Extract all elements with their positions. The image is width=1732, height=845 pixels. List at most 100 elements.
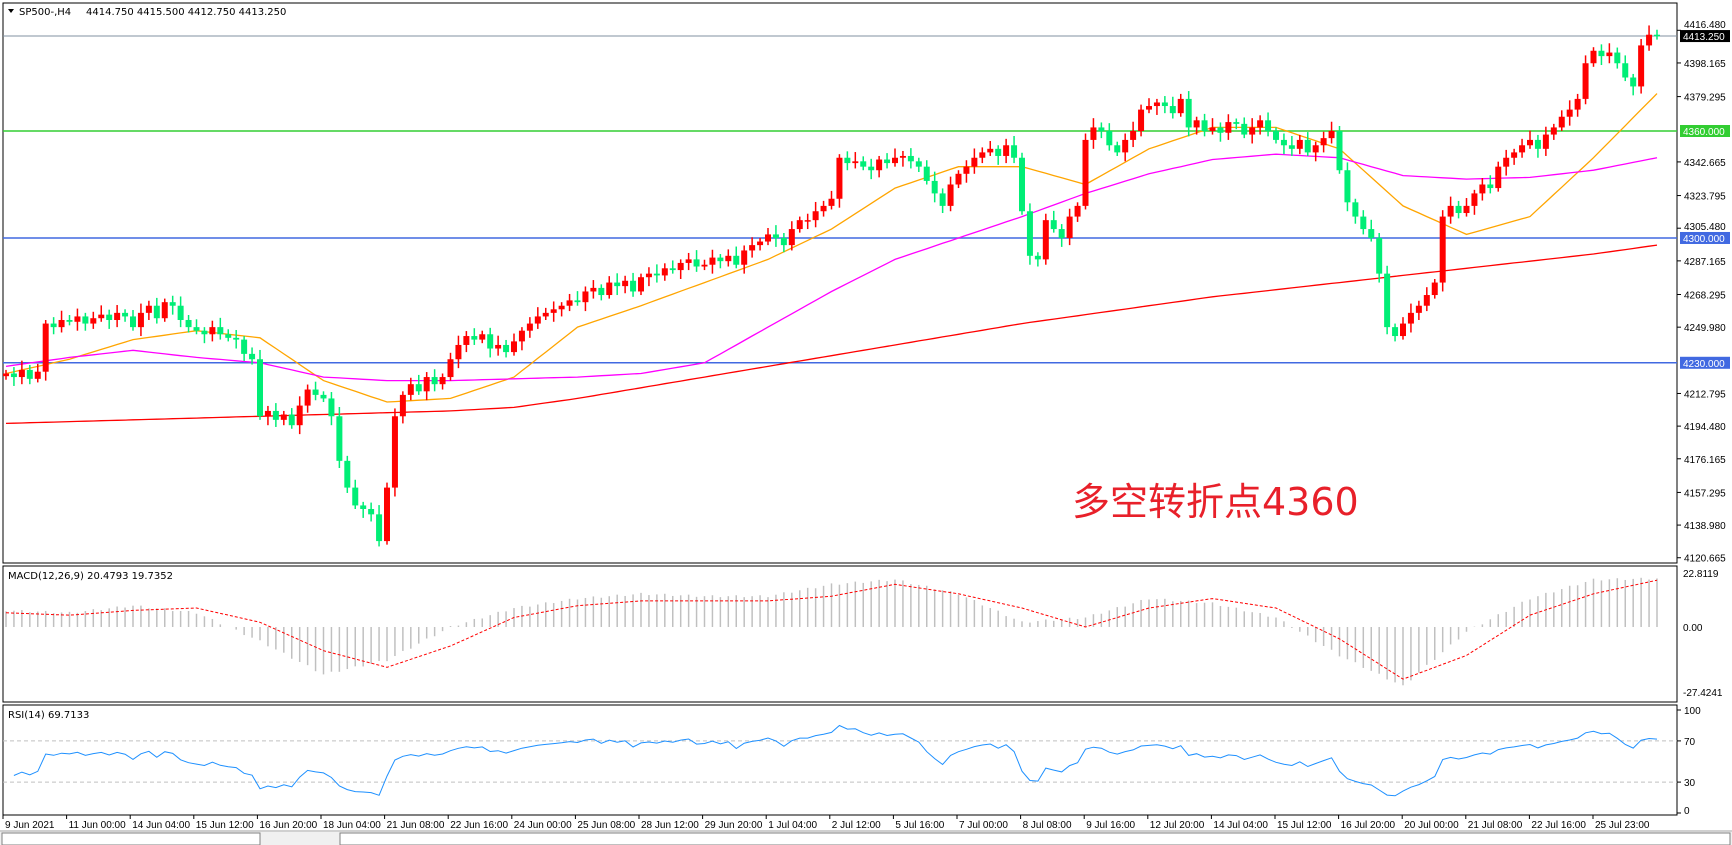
candle: [598, 284, 605, 301]
price-tick-label: 4120.665: [1684, 554, 1726, 565]
candle-body: [130, 316, 136, 328]
candle-body: [1400, 323, 1406, 337]
price-tick-label: 4249.980: [1684, 323, 1726, 334]
candle-body: [804, 220, 811, 222]
price-tick-label: 4268.295: [1684, 291, 1726, 302]
current-price-tag: [1680, 30, 1730, 43]
candle-body: [114, 312, 121, 320]
candle: [1233, 118, 1240, 130]
candle-body: [860, 161, 867, 167]
candle: [312, 381, 319, 401]
candle: [407, 377, 414, 401]
candle-body: [1638, 45, 1645, 87]
candle: [161, 298, 168, 322]
candle: [1503, 149, 1510, 176]
candle: [225, 329, 232, 342]
candle: [868, 158, 875, 180]
macd-panel[interactable]: [2, 565, 1678, 703]
candle-body: [137, 312, 144, 328]
candle-body: [796, 220, 803, 230]
candle: [1304, 132, 1311, 156]
candle-body: [1304, 139, 1311, 153]
time-tick-label: 15 Jul 12:00: [1277, 820, 1332, 831]
candle: [217, 317, 224, 340]
candle-body: [1558, 116, 1565, 128]
candle-body: [1487, 184, 1494, 189]
level-price-tag: [1680, 231, 1730, 244]
candle-body: [1344, 170, 1351, 203]
candle: [1336, 126, 1343, 174]
candle: [1011, 135, 1018, 164]
candle-body: [1209, 127, 1216, 131]
candle: [931, 171, 938, 203]
candle: [431, 369, 438, 392]
candle: [1265, 112, 1272, 137]
annotation-text[interactable]: 多空转折点4360: [1072, 480, 1359, 524]
candle: [614, 273, 621, 296]
candle-body: [1257, 120, 1264, 128]
candle: [58, 310, 65, 333]
candle: [153, 297, 160, 324]
candle: [177, 296, 184, 328]
candle-body: [828, 198, 835, 206]
candle-body: [995, 148, 1002, 156]
candle-body: [1082, 139, 1089, 206]
candle-body: [1439, 216, 1446, 283]
candle-body: [1479, 184, 1486, 194]
candle: [122, 309, 129, 322]
candle: [1598, 44, 1605, 66]
candle-body: [955, 173, 962, 185]
candle: [368, 502, 375, 522]
candle-body: [749, 245, 756, 251]
candle-body: [614, 282, 621, 287]
candle: [1471, 189, 1478, 215]
candle: [1280, 133, 1287, 155]
candle-body: [399, 394, 406, 417]
candle-body: [741, 250, 748, 265]
horizontal-scrollbar[interactable]: [339, 832, 1731, 845]
candle-body: [1225, 122, 1232, 133]
main-price-panel[interactable]: [2, 2, 1678, 564]
time-tick-label: 16 Jun 20:00: [259, 820, 317, 831]
candle: [1423, 287, 1430, 312]
candle: [1392, 323, 1399, 342]
candle: [1296, 134, 1303, 155]
candle: [685, 252, 692, 271]
time-tick-label: 24 Jun 00:00: [514, 820, 572, 831]
chart-tab[interactable]: [1, 832, 261, 845]
candle: [503, 339, 510, 358]
candle: [1312, 141, 1319, 162]
collapse-triangle-icon[interactable]: [8, 9, 14, 13]
time-tick-label: 9 Jul 16:00: [1086, 820, 1135, 831]
candle-body: [249, 353, 256, 360]
candle-body: [384, 487, 390, 542]
time-tick-label: 14 Jun 04:00: [132, 820, 190, 831]
candle: [1185, 91, 1192, 137]
candle-body: [1312, 145, 1319, 153]
candle: [447, 352, 454, 381]
rsi-tick-label: 30: [1684, 778, 1696, 789]
candle: [725, 249, 732, 267]
candle: [669, 260, 676, 274]
candle: [987, 140, 994, 156]
candle: [42, 319, 49, 381]
candle-body: [1352, 202, 1359, 217]
candle-body: [542, 312, 549, 317]
candle: [384, 482, 390, 545]
candle: [336, 407, 343, 468]
price-tick-label: 4379.295: [1684, 93, 1726, 104]
candle-body: [296, 405, 303, 426]
candle-body: [1146, 106, 1152, 110]
candle: [550, 301, 557, 322]
time-tick-label: 12 Jul 20:00: [1150, 820, 1205, 831]
candle-body: [153, 305, 160, 319]
candle: [106, 309, 113, 329]
candle-body: [447, 359, 454, 378]
price-tick-label: 4398.165: [1684, 59, 1726, 70]
candle: [1003, 138, 1010, 164]
candle-body: [590, 287, 597, 292]
candle-body: [1519, 145, 1526, 153]
rsi-panel[interactable]: [2, 704, 1678, 816]
candle-body: [1328, 131, 1335, 139]
